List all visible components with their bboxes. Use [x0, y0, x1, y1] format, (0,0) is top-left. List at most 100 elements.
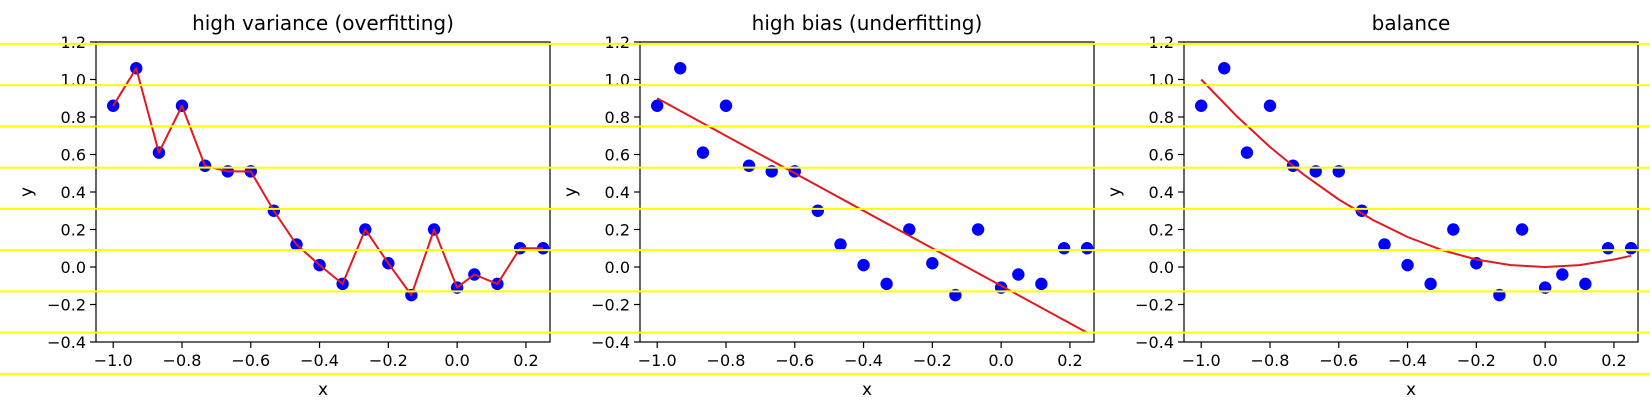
y-tick-label: −0.4	[1135, 333, 1174, 352]
y-tick-label: −0.4	[591, 333, 630, 352]
y-tick-label: 0.8	[61, 108, 86, 127]
y-tick-label: 0.0	[1149, 258, 1174, 277]
x-tick-label: −0.8	[1251, 351, 1290, 370]
y-tick-label: 1.2	[61, 33, 86, 52]
y-tick-label: −0.4	[47, 333, 86, 352]
x-tick-label: −1.0	[1182, 351, 1221, 370]
x-tick-label: −1.0	[94, 351, 133, 370]
x-axis-label: x	[318, 380, 328, 400]
data-point	[971, 223, 985, 236]
data-point	[1378, 238, 1391, 251]
x-tick-label: 0.2	[1601, 351, 1626, 370]
data-point	[1355, 204, 1369, 217]
data-point	[1601, 242, 1615, 255]
data-point	[1057, 242, 1071, 255]
x-tick-label: −0.6	[231, 351, 270, 370]
chart-title: balance	[1372, 11, 1451, 35]
data-point	[1556, 268, 1569, 281]
y-axis-label: y	[1105, 187, 1125, 197]
chart-title: high bias (underfitting)	[752, 11, 983, 35]
data-point	[834, 238, 847, 251]
y-tick-label: 0.6	[605, 146, 630, 165]
y-axis-label: y	[561, 187, 581, 197]
data-point	[857, 258, 870, 272]
data-point	[1401, 258, 1414, 272]
data-point	[1080, 242, 1094, 255]
y-tick-label: 0.2	[1149, 221, 1174, 240]
y-tick-label: −0.2	[1135, 296, 1174, 315]
data-point	[926, 257, 939, 270]
y-tick-label: 1.2	[605, 33, 630, 52]
y-tick-label: 1.0	[61, 71, 86, 90]
highlight-stripes	[0, 42, 1650, 375]
x-axis-label: x	[1406, 380, 1416, 400]
data-point	[1218, 62, 1231, 75]
y-tick-label: 0.0	[61, 258, 86, 277]
x-tick-label: −0.4	[844, 351, 883, 370]
axes-frame	[639, 41, 1095, 343]
subplot-3: balance −1.0 −0.8 −0.6 −0.4 −0.2 0.0 0.2 −0.4 −0.…	[1105, 11, 1639, 400]
y-tick-label: 0.6	[1149, 146, 1174, 165]
x-tick-label: −0.2	[913, 351, 952, 370]
y-tick-label: 1.0	[605, 71, 630, 90]
x-tick-label: 0.0	[444, 351, 469, 370]
figure-content: high variance (overfitting) −1.0 −0.8 −0.6 −…	[0, 11, 1650, 400]
x-tick-label: −0.8	[163, 351, 202, 370]
data-point	[742, 159, 756, 172]
x-tick-label: −0.4	[1388, 351, 1427, 370]
data-point	[1447, 223, 1460, 236]
chart-title: high variance (overfitting)	[192, 11, 454, 35]
data-point	[1424, 277, 1437, 291]
data-point	[1579, 277, 1592, 291]
data-point	[1263, 99, 1277, 112]
data-point	[1624, 242, 1638, 255]
x-tick-label: −0.2	[369, 351, 408, 370]
x-tick-label: −0.2	[1457, 351, 1496, 370]
y-tick-label: 0.4	[605, 183, 630, 202]
data-point	[1012, 268, 1025, 281]
y-tick-label: 0.4	[61, 183, 86, 202]
x-tick-label: −1.0	[638, 351, 677, 370]
y-tick-label: 0.6	[61, 146, 86, 165]
fit-line	[112, 67, 544, 297]
y-axis-label: y	[17, 187, 37, 197]
y-tick-label: −0.2	[47, 296, 86, 315]
fit-line	[1200, 78, 1632, 268]
axes-frame	[95, 41, 551, 343]
data-point	[880, 277, 893, 291]
y-tick-label: −0.2	[591, 296, 630, 315]
data-point	[903, 223, 916, 236]
data-point	[1240, 146, 1254, 159]
y-tick-label: 0.0	[605, 258, 630, 277]
data-point	[1035, 277, 1048, 291]
fit-line	[656, 97, 1088, 334]
x-tick-label: 0.0	[988, 351, 1013, 370]
data-point	[1194, 99, 1208, 112]
y-tick-label: 0.2	[605, 221, 630, 240]
data-point	[719, 99, 733, 112]
y-tick-label: 0.2	[61, 221, 86, 240]
data-point	[696, 146, 710, 159]
subplot-2: high bias (underfitting) −1.0 −0.8 −0.6 −0.4…	[561, 11, 1095, 400]
x-tick-label: 0.2	[513, 351, 538, 370]
x-tick-label: −0.6	[775, 351, 814, 370]
x-tick-label: 0.2	[1057, 351, 1082, 370]
axes-frame	[1183, 41, 1639, 343]
data-point	[674, 62, 687, 75]
y-tick-label: 1.2	[1149, 33, 1174, 52]
x-axis-label: x	[862, 380, 872, 400]
x-tick-label: −0.8	[707, 351, 746, 370]
y-tick-label: 0.8	[605, 108, 630, 127]
y-tick-label: 0.8	[1149, 108, 1174, 127]
data-point	[811, 204, 825, 217]
data-point	[650, 99, 664, 112]
y-tick-label: 1.0	[1149, 71, 1174, 90]
subplot-1: high variance (overfitting) −1.0 −0.8 −0.6 −…	[17, 11, 551, 400]
x-tick-label: 0.0	[1532, 351, 1557, 370]
data-point	[1515, 223, 1529, 236]
x-tick-label: −0.6	[1319, 351, 1358, 370]
y-tick-label: 0.4	[1149, 183, 1174, 202]
x-tick-label: −0.4	[300, 351, 339, 370]
